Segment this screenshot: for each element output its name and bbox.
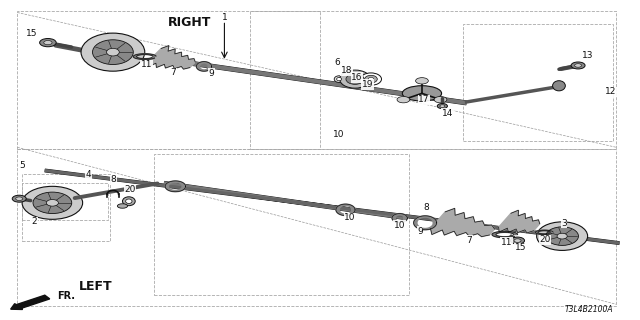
Polygon shape <box>492 231 518 238</box>
Ellipse shape <box>106 48 119 56</box>
Text: FR.: FR. <box>58 291 76 301</box>
Polygon shape <box>392 214 407 222</box>
Ellipse shape <box>117 204 127 208</box>
Polygon shape <box>336 204 355 215</box>
Text: 7: 7 <box>466 236 472 245</box>
Ellipse shape <box>360 73 381 85</box>
Ellipse shape <box>22 186 83 219</box>
Text: 14: 14 <box>442 108 453 117</box>
Text: 9: 9 <box>209 69 214 78</box>
Ellipse shape <box>537 222 588 251</box>
Ellipse shape <box>337 77 342 81</box>
FancyArrow shape <box>11 295 50 309</box>
Circle shape <box>40 38 56 47</box>
Text: 10: 10 <box>344 213 356 222</box>
Text: 4: 4 <box>86 170 92 179</box>
Text: 16: 16 <box>351 73 363 82</box>
Text: 2: 2 <box>32 217 37 226</box>
Text: 12: 12 <box>605 87 616 96</box>
Text: 17: 17 <box>418 95 429 104</box>
Circle shape <box>397 97 410 103</box>
Ellipse shape <box>93 40 133 65</box>
Text: 20: 20 <box>124 185 136 194</box>
Circle shape <box>434 97 447 103</box>
Text: 13: 13 <box>582 52 593 60</box>
Polygon shape <box>431 208 495 236</box>
Ellipse shape <box>125 199 132 204</box>
Ellipse shape <box>365 75 378 83</box>
Text: 7: 7 <box>171 68 176 77</box>
Text: 11: 11 <box>501 238 513 247</box>
Circle shape <box>440 105 445 107</box>
Ellipse shape <box>351 77 358 81</box>
Ellipse shape <box>403 86 442 101</box>
Text: 15: 15 <box>26 28 38 38</box>
Text: 10: 10 <box>394 220 405 229</box>
Ellipse shape <box>46 200 58 206</box>
Text: 20: 20 <box>540 236 550 244</box>
Text: 10: 10 <box>333 130 345 139</box>
Circle shape <box>415 78 428 84</box>
Text: 19: 19 <box>362 80 374 89</box>
Ellipse shape <box>557 233 567 239</box>
Ellipse shape <box>340 70 371 88</box>
Text: 18: 18 <box>341 66 353 75</box>
Ellipse shape <box>346 74 364 84</box>
Polygon shape <box>536 230 553 235</box>
Text: 3: 3 <box>561 219 567 228</box>
Circle shape <box>16 197 23 200</box>
Polygon shape <box>413 216 436 230</box>
Text: 5: 5 <box>20 161 26 170</box>
Text: 1: 1 <box>221 13 227 22</box>
Ellipse shape <box>368 77 374 81</box>
Circle shape <box>511 237 525 244</box>
Ellipse shape <box>81 33 145 71</box>
Text: 11: 11 <box>141 60 152 69</box>
Ellipse shape <box>122 197 135 206</box>
Ellipse shape <box>334 76 344 83</box>
Polygon shape <box>133 54 156 60</box>
Text: T3L4B2100A: T3L4B2100A <box>564 305 613 314</box>
Text: 8: 8 <box>111 175 116 184</box>
Polygon shape <box>499 210 540 233</box>
Ellipse shape <box>33 192 72 213</box>
Polygon shape <box>165 181 186 192</box>
Ellipse shape <box>546 227 579 245</box>
Text: 15: 15 <box>515 244 527 252</box>
Circle shape <box>571 62 585 69</box>
Text: 6: 6 <box>334 58 340 67</box>
Text: RIGHT: RIGHT <box>168 15 211 28</box>
Ellipse shape <box>552 81 565 91</box>
Circle shape <box>44 41 52 45</box>
Polygon shape <box>147 46 195 69</box>
Circle shape <box>575 64 582 67</box>
Text: LEFT: LEFT <box>79 280 113 293</box>
Circle shape <box>12 195 26 202</box>
Polygon shape <box>196 62 212 71</box>
Text: 8: 8 <box>423 203 429 212</box>
Circle shape <box>514 239 521 242</box>
Text: 9: 9 <box>417 227 423 236</box>
Circle shape <box>437 104 447 108</box>
